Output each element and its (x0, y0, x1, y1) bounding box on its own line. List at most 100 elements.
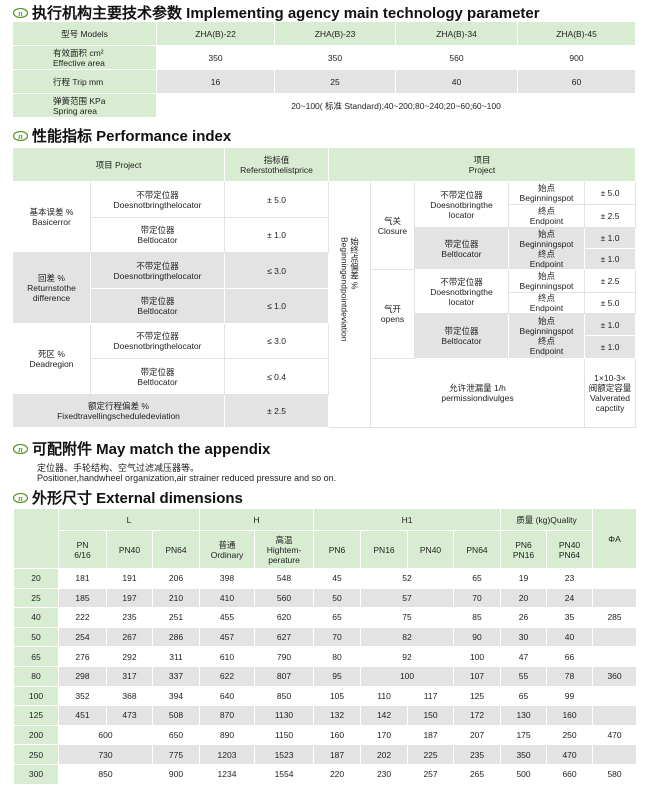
header-H: H (199, 508, 315, 531)
H1-cell: 230 (360, 763, 409, 785)
belt-locator-label: 带定位器 Beltlocator (91, 359, 225, 395)
label-en: Doesnotbringthelocator (113, 341, 202, 351)
section-title-performance: n 性能指标 Performance index (13, 125, 231, 146)
H1-cell: 117 (407, 685, 455, 707)
L-cell: 352 (58, 685, 107, 707)
dead-region-label: 死区 % Deadregion (13, 324, 91, 395)
subheader-cell: PN64 (453, 530, 502, 569)
brand-logo-icon: n (13, 7, 28, 18)
value-cell: ± 5.0 (585, 293, 636, 314)
H-cell: 610 (199, 646, 256, 667)
model-cell: ZHA(B)-23 (275, 22, 396, 46)
H1-cell: 45 (313, 568, 362, 589)
rated-capacity-cell: 1×10-3× 阀额定容量 Valverated capctity (585, 359, 636, 428)
label-cn: 始终点偏差 % (349, 237, 360, 290)
brand-logo-icon: n (13, 492, 28, 503)
L-cell: 337 (151, 665, 201, 687)
label-en: Returnstothe difference (27, 283, 76, 303)
H-cell: 1130 (254, 705, 315, 726)
label-en: Beltlocator (137, 235, 178, 245)
appendix-text-en: Positioner,handwheel organization,air st… (37, 473, 337, 483)
spring-label: 弹簧范围 KPa Spring area (13, 94, 157, 118)
table-row: 125 451 473 508 870 1130 132 142 150 172 130 160 (13, 705, 638, 726)
dn-cell: 200 (13, 724, 59, 746)
dimensions-table: L H H1 质量 (kg)Quality ΦA PN 6/16 PN40 PN64 普… (13, 508, 638, 785)
H1-cell: 70 (313, 626, 362, 648)
value-cell: ± 1.0 (585, 249, 636, 270)
dn-cell: 100 (13, 685, 59, 707)
H-cell: 640 (199, 685, 256, 707)
label-cn: 终点 (537, 336, 555, 346)
dn-cell: 20 (13, 568, 59, 589)
L-cell: 368 (106, 685, 153, 707)
svg-text:n: n (18, 494, 23, 503)
label-en: Endpoint (529, 258, 564, 269)
H1-cell: 172 (453, 705, 502, 726)
label-en: Beltlocator (137, 376, 178, 387)
spring-cell: 20~100( 标准 Standard);40~200;80~240;20~60… (157, 94, 636, 118)
basic-error-label: 基本误差 % Basicerror (13, 182, 91, 253)
L-cell: 650 (151, 724, 201, 746)
label-cn: 额定行程偏差 % (88, 401, 149, 411)
label-cn: 允许泄漏量 1/h (449, 383, 506, 393)
table-row: 20 181 191 206 398 548 45 52 65 19 23 (13, 568, 638, 589)
H1-cell: 95 (313, 665, 362, 687)
belt-locator-label: 带定位器 Beltlocator (415, 228, 509, 270)
L-cell: 206 (151, 568, 201, 589)
label-cn: 始点 (537, 183, 555, 193)
quality-cell: 160 (546, 705, 594, 726)
subheader-cell: PN16 (360, 530, 409, 569)
label-cn: 带定位器 (140, 366, 175, 377)
label-en: Doesnotbringthelocator (113, 199, 202, 210)
area-cell: 350 (275, 46, 396, 70)
end-label: 终点 Endpoint (509, 205, 585, 228)
allowed-leakage-label: 允许泄漏量 1/h permissiondivulges (371, 359, 585, 428)
quality-cell: 175 (500, 724, 548, 746)
quality-cell: 65 (500, 685, 548, 707)
H1-cell: 257 (407, 763, 455, 785)
H1-cell: 142 (360, 705, 409, 726)
H-cell: 870 (199, 705, 256, 726)
H-cell: 1523 (254, 744, 315, 765)
value-cell: ± 5.0 (225, 182, 329, 218)
H1-cell: 225 (407, 744, 455, 765)
belt-locator-label: 带定位器 Beltlocator (415, 314, 509, 359)
label-cn: 基本误差 % (29, 207, 74, 217)
end-label: 终点 Endpoint (509, 293, 585, 314)
header-quality: 质量 (kg)Quality (500, 508, 594, 531)
svg-text:n: n (18, 445, 23, 454)
H1-cell: 57 (360, 587, 455, 609)
label-cn: 终点 (537, 248, 555, 259)
dn-header (13, 508, 59, 569)
L-cell: 191 (106, 568, 153, 589)
section-title-text: 外形尺寸 External dimensions (32, 490, 243, 507)
label-en: Beginningspot (519, 193, 574, 203)
label-en: Beltlocator (137, 306, 178, 316)
label-en: Beltlocator (441, 336, 482, 346)
H1-cell: 92 (360, 646, 455, 667)
H1-cell: 150 (407, 705, 455, 726)
dn-cell: 300 (13, 763, 59, 785)
H1-cell: 90 (453, 626, 502, 648)
H-cell: 398 (199, 568, 256, 589)
H1-cell: 207 (453, 724, 502, 746)
spring-label-en: Spring area (53, 105, 97, 116)
H-cell: 620 (254, 607, 315, 628)
header-project-2: 项目 Project (329, 148, 636, 182)
H1-cell: 235 (453, 744, 502, 765)
H1-cell: 202 (360, 744, 409, 765)
H1-cell: 75 (360, 607, 455, 628)
phiA-cell (592, 626, 638, 648)
label-en: Deadregion (29, 359, 74, 369)
capacity-value: 1×10-3× (594, 373, 626, 383)
label-en: Endpoint (529, 303, 564, 313)
L-cell: 850 (58, 763, 153, 785)
quality-cell: 660 (546, 763, 594, 785)
L-cell: 508 (151, 705, 201, 726)
label-cn: 不带定位器 (440, 276, 483, 287)
label-en: Endpoint (529, 346, 564, 356)
H1-cell: 70 (453, 587, 502, 609)
label-en: locator (448, 209, 475, 220)
value-cell: ± 1.0 (585, 228, 636, 249)
